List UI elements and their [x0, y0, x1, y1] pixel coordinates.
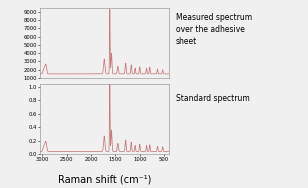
Text: Raman shift (cm⁻¹): Raman shift (cm⁻¹): [58, 174, 152, 184]
Text: Standard spectrum: Standard spectrum: [176, 94, 249, 103]
Text: Measured spectrum
over the adhesive
sheet: Measured spectrum over the adhesive shee…: [176, 13, 252, 46]
